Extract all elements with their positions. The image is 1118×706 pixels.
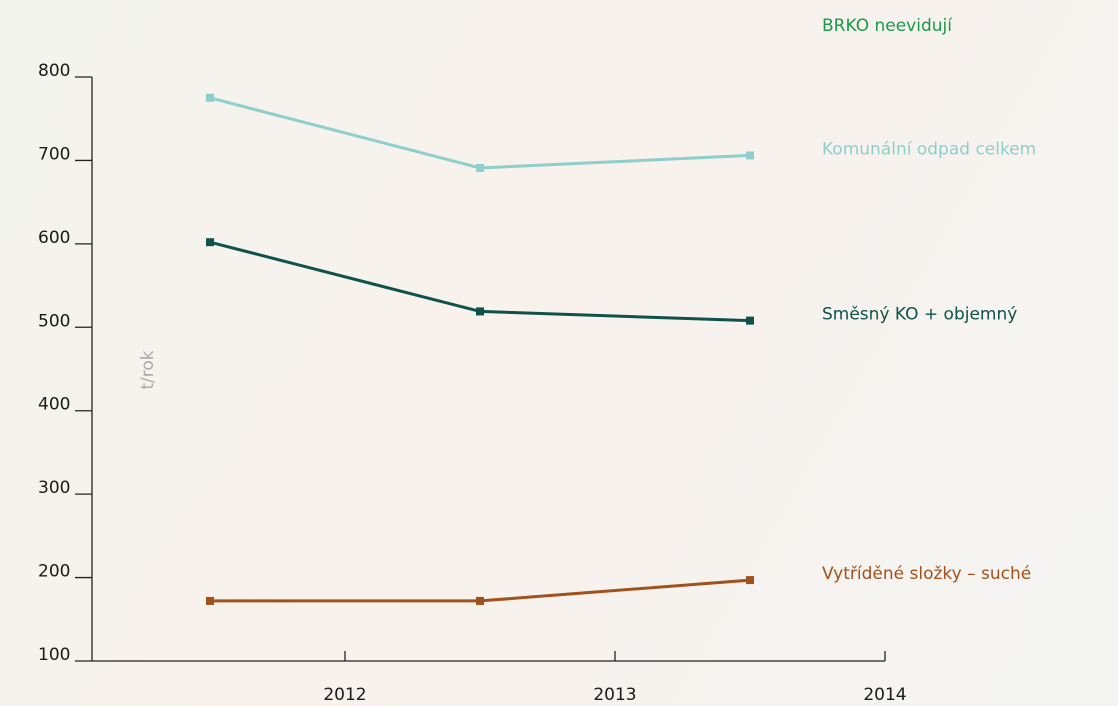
point — [476, 163, 484, 172]
y-tick-label: 100 — [38, 645, 70, 665]
point — [206, 596, 214, 605]
point — [476, 307, 484, 316]
annotation: BRKO neevidují — [822, 16, 953, 36]
series-label: Vytříděné složky – suché — [822, 564, 1031, 584]
y-tick-label: 800 — [38, 61, 70, 81]
series-line — [209, 96, 751, 170]
point — [206, 238, 214, 247]
point — [746, 151, 754, 160]
y-tick-label: 400 — [38, 395, 70, 415]
y-tick-label: 700 — [38, 144, 70, 164]
y-tick-label: 300 — [38, 478, 70, 498]
point — [206, 93, 214, 102]
series-label: Směsný KO + objemný — [822, 305, 1017, 325]
point — [746, 316, 754, 325]
x-tick-label: 2013 — [593, 685, 636, 705]
y-axis-label: t/rok — [138, 350, 158, 389]
point — [746, 576, 754, 585]
series-label: Komunální odpad celkem — [822, 139, 1036, 159]
x-tick-label: 2014 — [863, 685, 906, 705]
y-tick-label: 200 — [38, 562, 70, 582]
point — [476, 596, 484, 605]
y-tick-label: 500 — [38, 311, 70, 331]
x-tick-label: 2012 — [323, 685, 366, 705]
y-tick-label: 600 — [38, 228, 70, 248]
